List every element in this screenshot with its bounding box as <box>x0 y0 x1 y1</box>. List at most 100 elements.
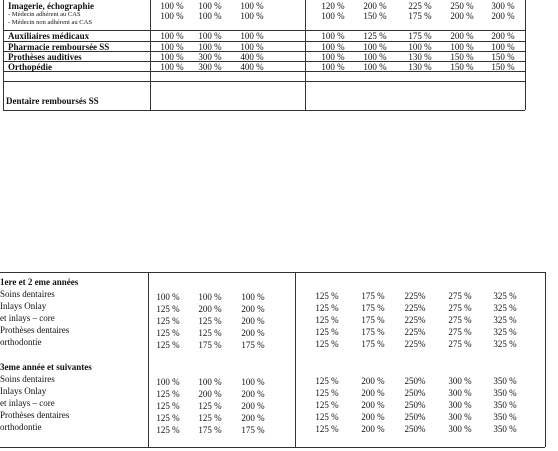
cell: 275 % <box>448 315 472 325</box>
cell: 200 % <box>361 412 385 422</box>
cell: 100 % <box>241 377 265 387</box>
row-label: Auxiliaires médicaux <box>8 31 90 41</box>
rule <box>525 0 526 110</box>
cell: 125 % <box>315 424 339 434</box>
cell: 100 % <box>240 1 264 11</box>
cell: 350 % <box>493 400 517 410</box>
cell: 250% <box>404 412 426 422</box>
cell: 400 % <box>240 52 264 62</box>
cell: 350 % <box>493 424 517 434</box>
row-sublabel: - Médecin adhérent au CAS <box>8 11 81 18</box>
rule <box>3 71 525 72</box>
row-label: Soins dentaires <box>0 374 55 384</box>
rule <box>3 0 4 110</box>
cell: 100 % <box>408 42 432 52</box>
cell: 300 % <box>448 424 472 434</box>
cell: 125 % <box>315 388 339 398</box>
cell: 125 % <box>156 328 180 338</box>
cell: 125 % <box>315 303 339 313</box>
rule <box>0 447 545 448</box>
cell: 200 % <box>361 424 385 434</box>
cell: 100 % <box>198 11 222 21</box>
cell: 200 % <box>241 389 265 399</box>
cell: 200 % <box>450 11 474 21</box>
cell: 175 % <box>241 425 265 435</box>
cell: 100 % <box>198 1 222 11</box>
cell: 300 % <box>198 62 222 72</box>
cell: 125 % <box>315 315 339 325</box>
cell: 200 % <box>363 1 387 11</box>
cell: 175 % <box>408 31 432 41</box>
cell: 125 % <box>198 316 222 326</box>
row-label: Prothèses dentaires <box>0 410 70 420</box>
row-label: Soins dentaires <box>0 289 55 299</box>
rule <box>3 30 525 31</box>
cell: 100 % <box>363 62 387 72</box>
cell: 225% <box>404 303 426 313</box>
cell: 125 % <box>156 340 180 350</box>
cell: 130 % <box>408 62 432 72</box>
cell: 125 % <box>315 339 339 349</box>
cell: 275 % <box>448 339 472 349</box>
cell: 125 % <box>156 425 180 435</box>
cell: 120 % <box>321 1 345 11</box>
row-label: Inlays Onlay <box>0 301 47 311</box>
cell: 275 % <box>448 303 472 313</box>
cell: 150 % <box>363 11 387 21</box>
cell: 100 % <box>160 11 184 21</box>
cell: 150 % <box>491 52 515 62</box>
rule <box>3 81 525 82</box>
row-label: Orthopédie <box>8 62 52 72</box>
cell: 300 % <box>448 412 472 422</box>
cell: 125 % <box>315 400 339 410</box>
cell: 175 % <box>241 340 265 350</box>
cell: 125 % <box>315 327 339 337</box>
cell: 300 % <box>491 1 515 11</box>
rule <box>3 61 525 62</box>
section-title: 1ere et 2 eme années <box>0 277 79 287</box>
row-label: Inlays Onlay <box>0 386 47 396</box>
cell: 100 % <box>491 42 515 52</box>
cell: 250% <box>404 424 426 434</box>
cell: 175 % <box>198 425 222 435</box>
cell: 275 % <box>448 291 472 301</box>
cell: 100 % <box>363 42 387 52</box>
cell: 175 % <box>361 339 385 349</box>
cell: 200 % <box>198 304 222 314</box>
rule <box>295 272 296 447</box>
cell: 200 % <box>361 400 385 410</box>
cell: 200 % <box>241 401 265 411</box>
cell: 200 % <box>241 304 265 314</box>
cell: 150 % <box>491 62 515 72</box>
row-label: et inlays – core <box>0 398 55 408</box>
cell: 125 % <box>156 304 180 314</box>
cell: 250% <box>404 376 426 386</box>
cell: 175 % <box>361 315 385 325</box>
cell: 175 % <box>408 11 432 21</box>
cell: 125 % <box>315 376 339 386</box>
cell: 250% <box>404 388 426 398</box>
rule <box>148 272 149 447</box>
cell: 350 % <box>493 412 517 422</box>
section-title: 3eme année et suivantes <box>0 362 92 372</box>
cell: 350 % <box>493 376 517 386</box>
cell: 100 % <box>240 42 264 52</box>
row-label: et inlays – core <box>0 313 55 323</box>
row-label: Prothèses dentaires <box>0 325 70 335</box>
cell: 325 % <box>493 327 517 337</box>
cell: 200 % <box>491 11 515 21</box>
cell: 100 % <box>156 292 180 302</box>
cell: 225% <box>404 291 426 301</box>
cell: 100 % <box>363 52 387 62</box>
cell: 300 % <box>448 376 472 386</box>
cell: 100 % <box>241 292 265 302</box>
cell: 150 % <box>450 62 474 72</box>
row-label: Imagerie, échographie <box>8 1 94 11</box>
cell: 100 % <box>160 31 184 41</box>
cell: 100 % <box>321 62 345 72</box>
cell: 200 % <box>241 328 265 338</box>
cell: 130 % <box>408 52 432 62</box>
cell: 175 % <box>361 291 385 301</box>
cell: 300 % <box>448 400 472 410</box>
